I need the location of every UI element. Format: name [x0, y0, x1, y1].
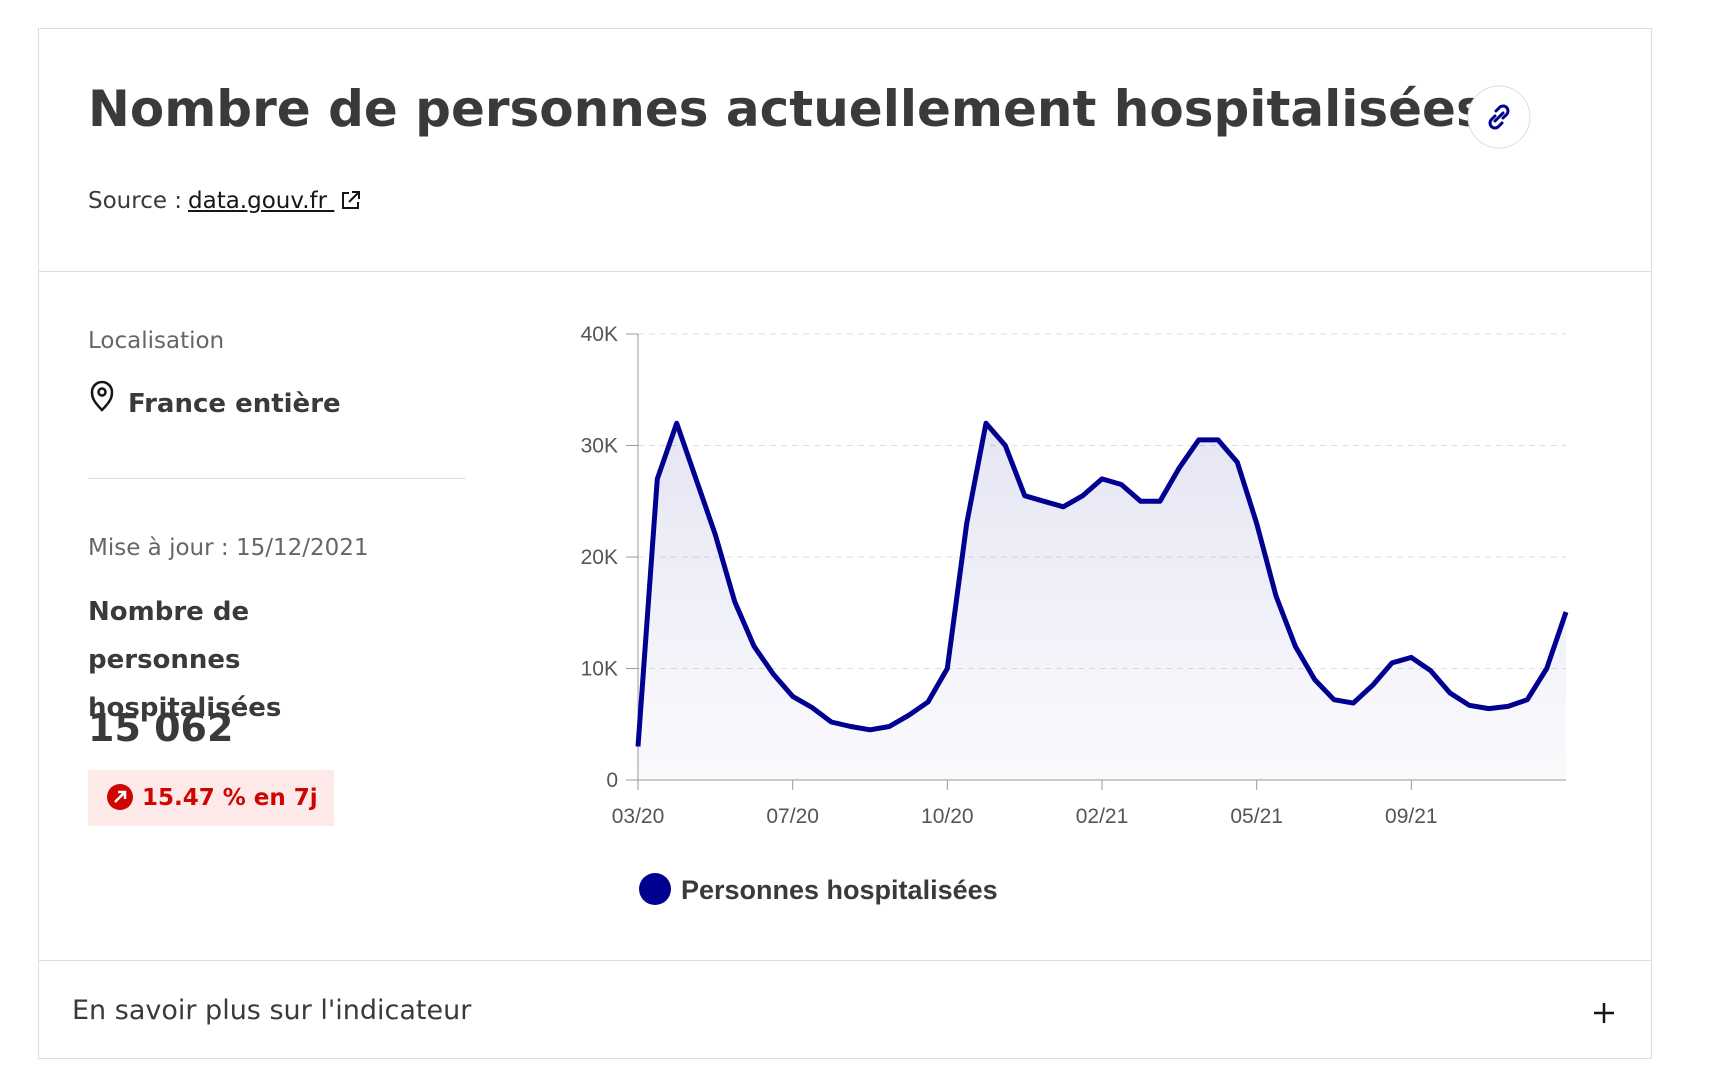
y-tick-label: 40K [581, 323, 618, 346]
x-tick-label: 02/21 [1076, 805, 1129, 828]
y-tick-label: 30K [581, 435, 618, 458]
x-tick-label: 07/20 [766, 805, 819, 828]
plus-icon[interactable] [1590, 999, 1618, 1027]
pin-icon [90, 380, 114, 412]
y-tick-label: 0 [606, 769, 618, 792]
legend-marker [639, 873, 671, 905]
x-tick-label: 03/20 [612, 805, 665, 828]
divider [38, 271, 1652, 272]
divider [38, 960, 1652, 961]
x-tick-label: 05/21 [1230, 805, 1283, 828]
indicator-value: 15 062 [88, 706, 234, 750]
divider [88, 478, 466, 479]
more-link[interactable]: En savoir plus sur l'indicateur [72, 995, 472, 1026]
external-icon [342, 191, 361, 209]
source-label: Source : [88, 188, 183, 214]
x-tick-label: 09/21 [1385, 805, 1438, 828]
change-text: 15.47 % en 7j [142, 785, 318, 811]
location: France entière [128, 389, 341, 419]
source-link[interactable]: data.gouv.fr [188, 188, 362, 214]
updated: Mise à jour : 15/12/2021 [88, 535, 369, 561]
indicator: Nombre de personnes hospitalisées [88, 597, 282, 723]
y-tick-label: 20K [581, 546, 618, 569]
link-button[interactable] [1466, 84, 1532, 150]
title: Nombre de personnes actuellement hospita… [88, 80, 1486, 138]
x-tick-label: 10/20 [921, 805, 974, 828]
up-icon [107, 784, 133, 810]
card [38, 28, 1652, 1059]
source-link-text[interactable]: data.gouv.fr [188, 188, 328, 214]
area [638, 423, 1566, 780]
line [635, 420, 1569, 747]
location-label: Localisation [88, 328, 225, 354]
change-badge: 15.47 % en 7j [88, 770, 334, 826]
y-tick-label: 10K [581, 658, 618, 681]
legend-label: Personnes hospitalisées [681, 875, 998, 905]
